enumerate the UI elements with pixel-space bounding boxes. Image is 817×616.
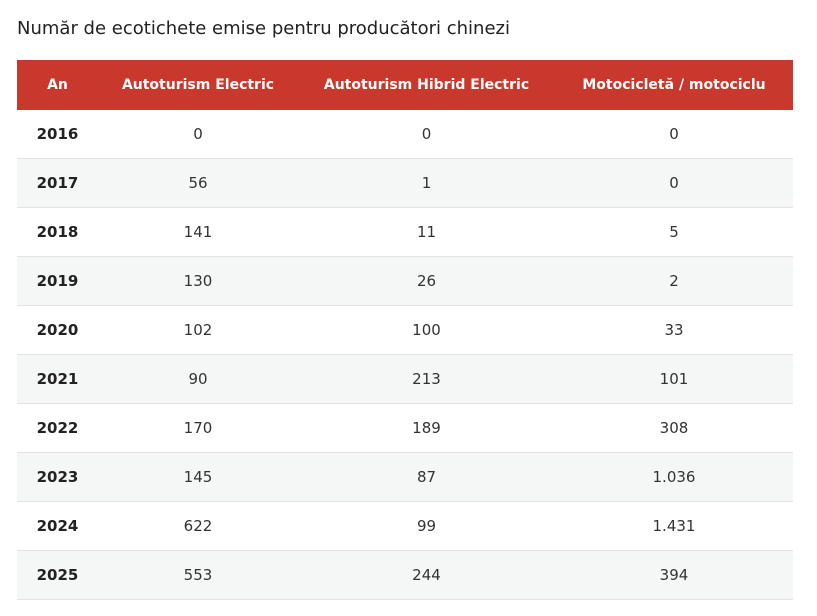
table-row: 2021 90 213 101 xyxy=(17,354,793,404)
value-cell: 141 xyxy=(98,207,298,257)
table-row: 2022 170 189 308 xyxy=(17,403,793,453)
year-cell: 2021 xyxy=(17,354,98,404)
value-cell: 0 xyxy=(298,110,555,159)
value-cell: 308 xyxy=(555,403,793,453)
header-row: An Autoturism Electric Autoturism Hibrid E… xyxy=(17,60,793,110)
table-row: 2025 553 244 394 xyxy=(17,550,793,600)
value-cell: 213 xyxy=(298,354,555,404)
year-cell: 2018 xyxy=(17,207,98,257)
table-row: 2019 130 26 2 xyxy=(17,256,793,306)
value-cell: 1.036 xyxy=(555,452,793,502)
value-cell: 1.431 xyxy=(555,501,793,551)
value-cell: 145 xyxy=(98,452,298,502)
value-cell: 99 xyxy=(298,501,555,551)
column-header: An xyxy=(17,60,98,110)
year-cell: 2023 xyxy=(17,452,98,502)
data-table: An Autoturism Electric Autoturism Hibrid E… xyxy=(17,60,793,600)
year-cell: 2020 xyxy=(17,305,98,355)
value-cell: 1 xyxy=(298,158,555,208)
column-header: Autoturism Electric xyxy=(98,60,298,110)
year-cell: 2025 xyxy=(17,550,98,600)
value-cell: 101 xyxy=(555,354,793,404)
year-cell: 2017 xyxy=(17,158,98,208)
value-cell: 0 xyxy=(555,158,793,208)
value-cell: 189 xyxy=(298,403,555,453)
value-cell: 0 xyxy=(555,110,793,159)
value-cell: 244 xyxy=(298,550,555,600)
value-cell: 33 xyxy=(555,305,793,355)
value-cell: 90 xyxy=(98,354,298,404)
value-cell: 87 xyxy=(298,452,555,502)
column-header: Autoturism Hibrid Electric xyxy=(298,60,555,110)
value-cell: 102 xyxy=(98,305,298,355)
year-cell: 2019 xyxy=(17,256,98,306)
year-cell: 2024 xyxy=(17,501,98,551)
year-cell: 2022 xyxy=(17,403,98,453)
table-body: 2016 0 0 0 2017 56 1 0 2018 141 11 5 2019 130 26 2 2020 1… xyxy=(17,110,793,600)
value-cell: 170 xyxy=(98,403,298,453)
value-cell: 130 xyxy=(98,256,298,306)
value-cell: 56 xyxy=(98,158,298,208)
column-header: Motocicletă / motociclu xyxy=(555,60,793,110)
table-row: 2024 622 99 1.431 xyxy=(17,501,793,551)
table-row: 2018 141 11 5 xyxy=(17,207,793,257)
table-row: 2017 56 1 0 xyxy=(17,158,793,208)
year-cell: 2016 xyxy=(17,110,98,159)
value-cell: 100 xyxy=(298,305,555,355)
table-row: 2020 102 100 33 xyxy=(17,305,793,355)
value-cell: 394 xyxy=(555,550,793,600)
table-row: 2016 0 0 0 xyxy=(17,110,793,159)
value-cell: 553 xyxy=(98,550,298,600)
value-cell: 11 xyxy=(298,207,555,257)
value-cell: 2 xyxy=(555,256,793,306)
value-cell: 26 xyxy=(298,256,555,306)
value-cell: 0 xyxy=(98,110,298,159)
value-cell: 5 xyxy=(555,207,793,257)
table-row: 2023 145 87 1.036 xyxy=(17,452,793,502)
value-cell: 622 xyxy=(98,501,298,551)
table-title: Număr de ecotichete emise pentru producă… xyxy=(17,18,510,39)
